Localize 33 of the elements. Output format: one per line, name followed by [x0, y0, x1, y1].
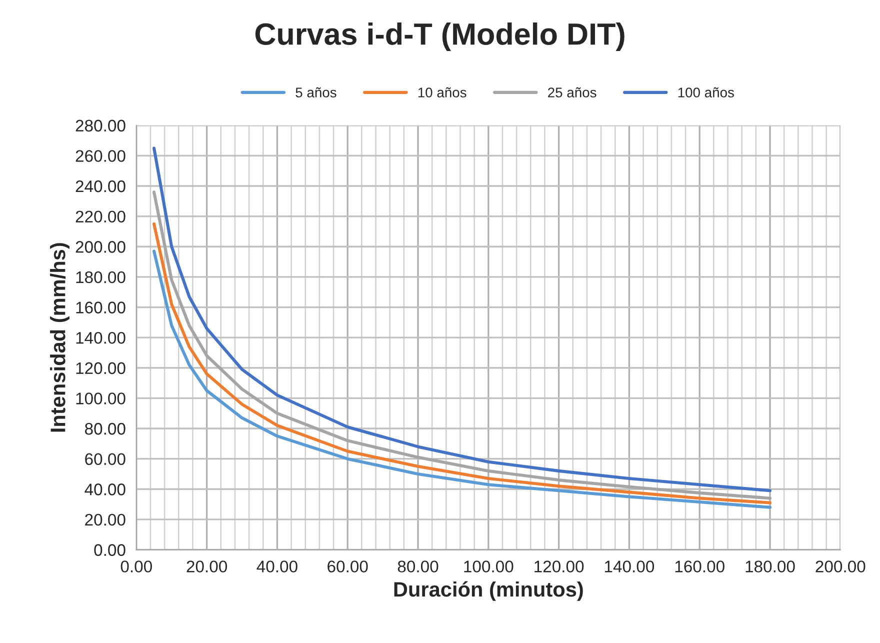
x-tick-label: 40.00 — [256, 560, 298, 572]
x-axis-title: Duración (minutos) — [394, 581, 583, 601]
x-tick-label: 180.00 — [746, 560, 795, 572]
y-tick-label: 180.00 — [76, 271, 126, 284]
x-tick-label: 200.00 — [816, 560, 866, 572]
x-tick-label: 100.00 — [464, 560, 514, 572]
x-tick-label: 80.00 — [398, 560, 438, 572]
chart-title: Curvas i-d-T (Modelo DIT) — [255, 22, 624, 51]
x-tick-label: 120.00 — [534, 560, 584, 572]
legend-label: 10 años — [418, 87, 466, 98]
y-tick-label: 0.00 — [94, 544, 126, 556]
x-tick-label: 140.00 — [604, 560, 654, 572]
x-tick-label: 60.00 — [328, 560, 368, 572]
y-tick-label: 80.00 — [85, 422, 126, 435]
legend-label: 5 años — [296, 87, 336, 98]
y-tick-label: 20.00 — [85, 514, 126, 526]
x-tick-label: 160.00 — [675, 560, 724, 572]
y-tick-label: 200.00 — [76, 241, 126, 253]
legend-label: 25 años — [548, 87, 596, 98]
legend-label: 100 años — [678, 87, 734, 98]
y-tick-label: 100.00 — [76, 392, 126, 404]
y-tick-label: 240.00 — [76, 180, 126, 192]
y-tick-label: 260.00 — [76, 150, 126, 162]
y-axis-title: Intensidad (mm/hs) — [50, 243, 70, 432]
y-tick-label: 220.00 — [76, 210, 126, 223]
x-tick-label: 20.00 — [186, 560, 228, 572]
y-tick-label: 60.00 — [85, 453, 126, 466]
y-tick-label: 280.00 — [76, 120, 126, 132]
x-tick-label: 0.00 — [120, 560, 152, 572]
y-tick-label: 160.00 — [76, 302, 126, 314]
y-tick-label: 140.00 — [76, 332, 126, 344]
y-tick-label: 40.00 — [84, 484, 126, 496]
y-tick-label: 120.00 — [76, 362, 126, 374]
